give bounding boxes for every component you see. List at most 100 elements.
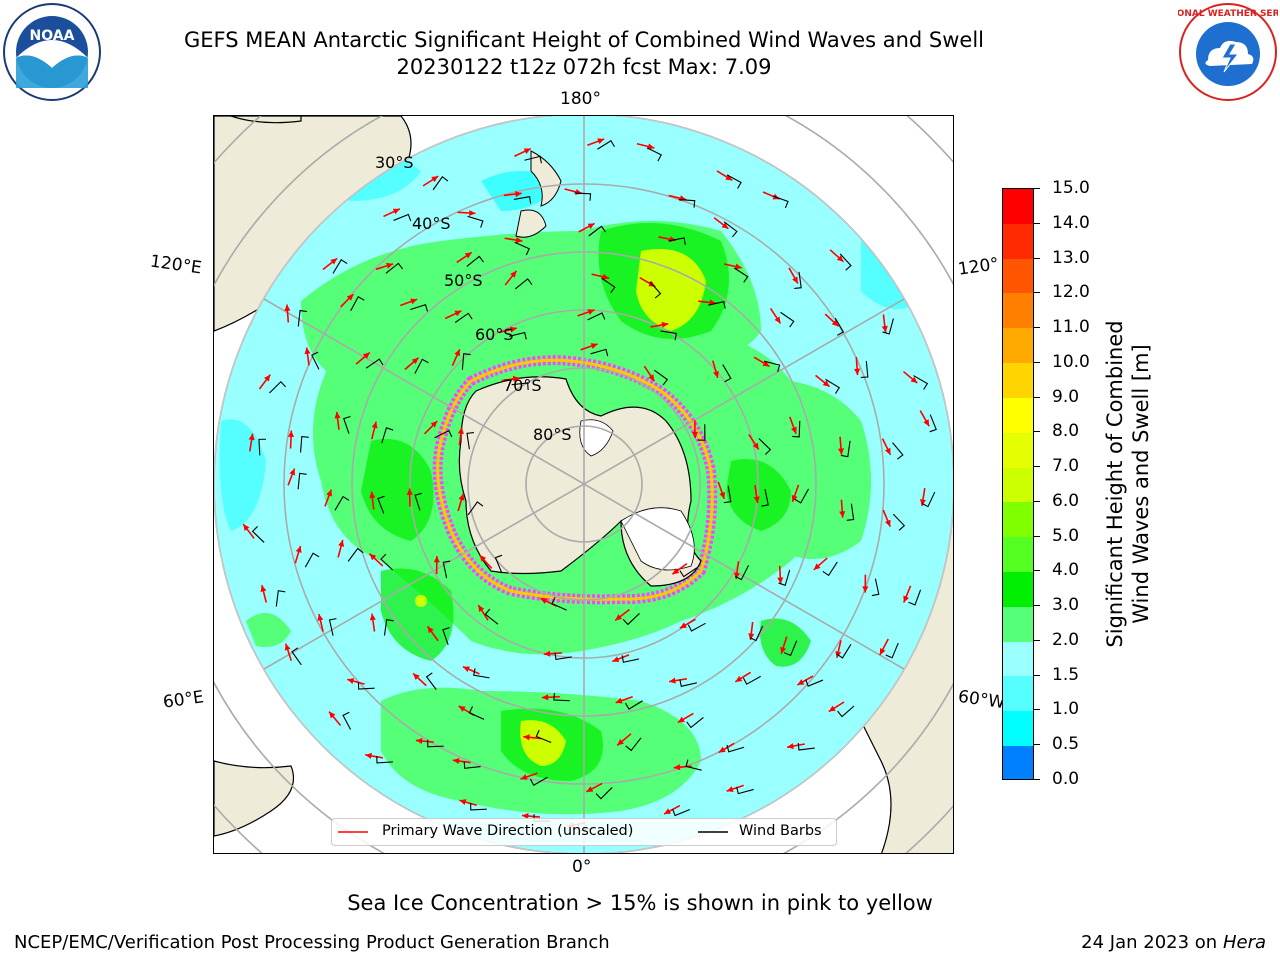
footer-date-text: 24 Jan 2023 on <box>1081 932 1223 953</box>
colorbar-segment <box>1003 258 1033 294</box>
wave-arrow-head <box>521 812 529 820</box>
footer-date: 24 Jan 2023 on Hera <box>1081 932 1266 953</box>
wind-barb <box>892 513 906 531</box>
wind-barb <box>837 705 855 718</box>
colorbar-tick-label: 3.0 <box>1052 595 1080 616</box>
wind-barb <box>513 196 532 204</box>
wave-arrow-head <box>386 262 394 269</box>
wave-arrow-head <box>733 572 740 580</box>
wind-barb <box>442 560 451 579</box>
wave-legend-swatch <box>338 831 368 833</box>
wind-barb <box>300 435 309 453</box>
wind-barb <box>697 424 706 441</box>
colorbar-tick-label: 5.0 <box>1052 525 1080 546</box>
wave-arrow-head <box>837 448 845 455</box>
wind-barb <box>524 155 543 164</box>
colorbar-tick-mark <box>1034 292 1040 294</box>
lat-label-50s: 50°S <box>444 271 483 290</box>
wave-arrow-head <box>791 426 797 434</box>
wind-barb <box>468 706 485 720</box>
colorbar-tick-label: 1.5 <box>1052 664 1080 685</box>
wind-barb <box>328 618 337 636</box>
wind-barb <box>678 199 696 208</box>
lon-label-120e: 120°E <box>148 251 203 279</box>
wave-arrow-head <box>586 786 594 792</box>
wind-barb <box>822 561 838 577</box>
wind-barb <box>251 526 265 543</box>
colorbar-segment <box>1003 711 1033 746</box>
wind-barb <box>332 259 348 274</box>
wave-arrow-head <box>430 421 438 428</box>
wave-arrow-head <box>369 613 376 621</box>
wind-barb <box>554 652 572 661</box>
wind-barb <box>778 569 791 586</box>
colorbar-tick-mark <box>1034 327 1040 329</box>
colorbar-tick-mark <box>1034 535 1040 537</box>
wave-arrow-head <box>523 734 530 741</box>
wave-arrow-head <box>411 357 419 365</box>
wave-arrow-head <box>260 585 267 592</box>
nws-logo-text: NATIONAL WEATHER SERVICE <box>1178 9 1278 19</box>
wind-barb <box>597 139 615 150</box>
wind-barb <box>393 213 412 222</box>
colorbar-tick-label: 15.0 <box>1052 178 1090 198</box>
wave-arrow-head <box>923 419 930 427</box>
colorbar-tick-mark <box>1034 674 1040 676</box>
wind-barb <box>825 378 841 394</box>
wave-arrow-head <box>284 643 291 651</box>
wave-arrow-head <box>661 321 669 328</box>
wave-arrow-head <box>836 255 844 262</box>
wave-arrow-head <box>597 138 605 145</box>
wind-barb <box>805 679 824 687</box>
colorbar-segment <box>1003 363 1033 398</box>
nws-logo: NATIONAL WEATHER SERVICE <box>1178 3 1278 101</box>
colorbar <box>1002 188 1034 780</box>
lat-label-80s: 80°S <box>533 425 572 444</box>
wave-arrow-head <box>612 656 620 663</box>
wave-arrow-head <box>734 263 742 270</box>
wind-barb <box>736 786 754 795</box>
wave-arrow-head <box>363 352 370 359</box>
wind-barb <box>679 567 698 578</box>
wind-barb <box>723 485 732 504</box>
wind-barb <box>385 262 404 274</box>
wave-arrow-head <box>587 309 595 315</box>
wind-barb <box>376 755 394 764</box>
wave-arrow-head <box>615 697 623 704</box>
colorbar-tick-label: 8.0 <box>1052 421 1080 442</box>
wind-barb <box>529 776 548 786</box>
wind-barb <box>784 640 798 657</box>
wind-barb <box>380 553 394 571</box>
wave-arrow-head <box>735 675 743 682</box>
wind-barb <box>466 255 484 267</box>
wave-arrow-head <box>431 176 439 183</box>
wind-barb <box>649 281 662 299</box>
wave-arrow-head <box>543 650 551 657</box>
wave-arrow-head <box>791 494 798 502</box>
wave-arrow-head <box>540 598 548 604</box>
wave-arrow-head <box>762 360 770 367</box>
wind-barb <box>733 267 749 283</box>
wave-arrow-head <box>919 499 926 506</box>
lon-label-0: 0° <box>572 857 592 877</box>
colorbar-label-line2: Wind Waves and Swell [m] <box>1129 344 1153 624</box>
wave-arrow-head <box>748 633 755 640</box>
wind-barb <box>654 369 669 386</box>
wave-arrow-head <box>691 431 699 439</box>
lat-label-30s: 30°S <box>375 153 414 172</box>
wave-arrow-head <box>726 786 734 793</box>
wave-arrow-head <box>334 411 341 419</box>
wave-arrow-head <box>459 799 467 805</box>
wind-barb <box>511 382 529 391</box>
wave-arrow-head <box>813 563 821 570</box>
wind-barb <box>258 438 266 456</box>
wave-arrow-head <box>719 491 726 499</box>
wave-arrow-head <box>828 705 836 712</box>
wave-arrow-head <box>777 577 784 584</box>
wind-barb <box>334 495 350 511</box>
wind-barb <box>672 808 691 817</box>
wind-barb <box>350 295 365 312</box>
wind-barb <box>574 192 592 201</box>
colorbar-tick-mark <box>1034 744 1040 746</box>
wind-barb <box>304 552 320 568</box>
